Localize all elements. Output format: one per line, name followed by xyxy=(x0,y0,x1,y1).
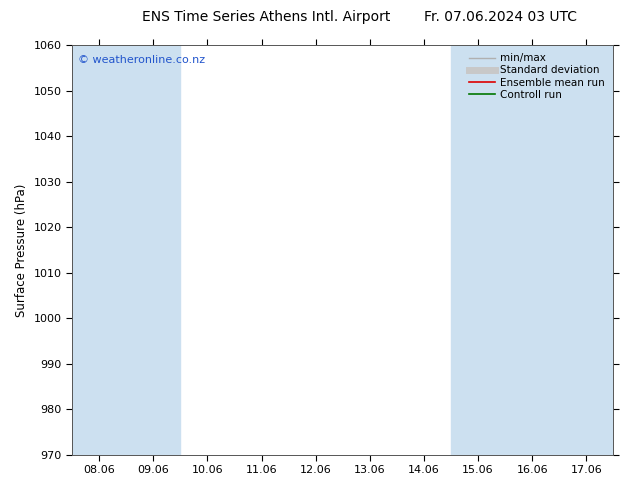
Text: ENS Time Series Athens Intl. Airport: ENS Time Series Athens Intl. Airport xyxy=(142,10,391,24)
Legend: min/max, Standard deviation, Ensemble mean run, Controll run: min/max, Standard deviation, Ensemble me… xyxy=(466,50,608,103)
Bar xyxy=(559,45,614,455)
Bar xyxy=(126,45,180,455)
Bar xyxy=(505,45,559,455)
Text: Fr. 07.06.2024 03 UTC: Fr. 07.06.2024 03 UTC xyxy=(424,10,578,24)
Y-axis label: Surface Pressure (hPa): Surface Pressure (hPa) xyxy=(15,183,28,317)
Text: © weatheronline.co.nz: © weatheronline.co.nz xyxy=(77,55,205,65)
Bar xyxy=(451,45,505,455)
Bar xyxy=(72,45,126,455)
